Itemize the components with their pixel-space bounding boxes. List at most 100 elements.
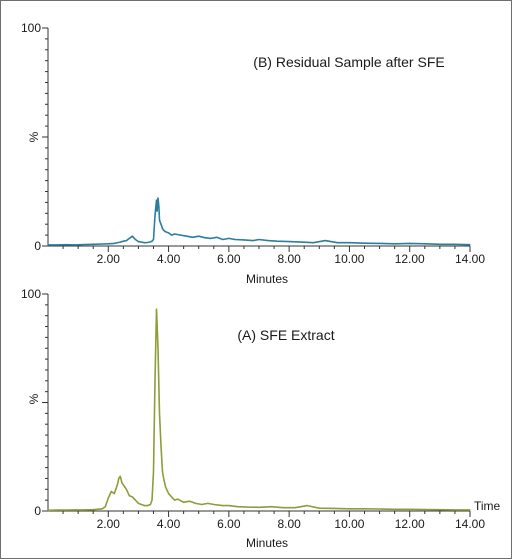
chart0-series-0-point [216, 236, 218, 238]
chart0-series-0-point [74, 244, 76, 246]
chart1-series-0-point [118, 477, 120, 479]
chart1-series-0-point [121, 482, 123, 484]
chart0-series-0-point [348, 242, 350, 244]
chart1-series-0-point [104, 506, 106, 508]
chart1-time-axis-title: Time [474, 499, 501, 513]
chart1-series-0-point [201, 503, 203, 506]
chart0-series-0-point [312, 242, 314, 244]
chart0-series-0-point [83, 243, 85, 246]
chart1-series-0-point [318, 507, 320, 509]
chart1-series-0-point [158, 412, 161, 414]
chart0-x-tick-label: 8.00 [277, 252, 301, 266]
chart1-series-0-point [258, 506, 260, 508]
chart1-series-0-point [189, 500, 191, 502]
chart0-series-0-point [65, 244, 67, 246]
chart1-series-0-point [246, 506, 248, 508]
chart1-series-0-point [348, 508, 350, 510]
chart0-y-tick-label: 0 [34, 239, 41, 253]
chart0-series-0-point [252, 240, 254, 242]
chart0-series-0-point [163, 230, 165, 232]
chart1-series-0-point [155, 308, 158, 310]
chart0-y-tick-label: 100 [21, 21, 41, 35]
chart0-series-0-point [192, 236, 194, 238]
chart1-series-0-trace [47, 308, 470, 512]
chart0-series-0-point [101, 243, 103, 245]
chart0-series-0-point [152, 238, 155, 241]
chart0-series-0-point [119, 241, 121, 243]
chart1-series-0-point [119, 475, 121, 477]
chart1-x-tick-label: 14.00 [455, 517, 485, 531]
chart1-series-0-point [115, 488, 117, 490]
chart1-series-0-point [294, 507, 296, 509]
chart0-series-0-point [161, 228, 164, 230]
chart1-series-0-point [131, 496, 133, 498]
chart0-series-0-point [156, 210, 158, 212]
chart1-series-0-point [306, 505, 308, 507]
chart0-series-0-point [454, 243, 456, 245]
chart1-series-0-point [177, 498, 179, 500]
chart1-series-0-point [74, 509, 76, 511]
chart0-series-0-point [134, 238, 136, 241]
chart0-series-0-point [47, 244, 49, 246]
chart0-series-0-point [158, 206, 160, 208]
chart1-series-0-point [174, 499, 176, 501]
chart0-x-tick-label: 10.00 [334, 252, 364, 266]
chart1-series-0-point [137, 502, 139, 504]
chart1-series-0-point [363, 508, 366, 510]
panel-residual-sample: 0 100 2.00 4.00 6.00 8.00 10.00 12.00 14.00 Minut… [21, 21, 485, 286]
chart0-series-0-point [243, 239, 245, 241]
chart0-series-0-point [140, 241, 142, 243]
chart0-series-0-point [186, 235, 188, 237]
chart1-series-0-point [116, 484, 118, 486]
chart0-series-0-point [157, 197, 159, 199]
chart0-series-0-point [160, 223, 162, 225]
chart1-x-axis-title: Minutes [246, 536, 288, 550]
chart0-series-0-point [180, 234, 182, 236]
chart0-series-0-point [159, 221, 161, 223]
chart1-series-0-point [143, 505, 146, 507]
chart0-series-0-point [107, 243, 109, 245]
panel-sfe-extract: 0 100 2.00 4.00 6.00 8.00 10.00 12.00 14.00 Minut… [21, 287, 501, 550]
chart0-series-0-point [155, 199, 158, 201]
chart0-series-0-point [151, 240, 153, 242]
chart1-series-0-point [128, 495, 130, 497]
chart1-series-0-point [333, 507, 335, 509]
chart0-series-0-point [204, 237, 206, 239]
chart1-series-0-point [469, 509, 471, 511]
chart0-x-tick-label: 12.00 [395, 252, 425, 266]
chart0-series-0-point [174, 233, 176, 235]
chart1-series-0-point [154, 380, 156, 382]
chart1-series-0-point [83, 509, 85, 511]
chart1-series-0-point [125, 488, 127, 490]
chart0-series-0-trace [48, 197, 471, 246]
chart1-series-0-point [161, 471, 164, 473]
chart0-series-0-point [165, 231, 167, 233]
chart1-series-0-point [222, 505, 224, 507]
chart1-series-0-point [149, 503, 152, 506]
chart0-x-tick-label: 6.00 [217, 252, 241, 266]
chart1-series-0-point [107, 497, 109, 499]
chart1-series-0-point [454, 509, 456, 511]
chart1-series-0-point [168, 493, 170, 495]
chart0-series-0-point [137, 241, 139, 243]
chart0-x-tick-label: 2.00 [97, 252, 121, 266]
chart0-series-0-point [128, 237, 130, 239]
chart0-series-0-point [228, 237, 230, 239]
chart0-series-0-point [92, 243, 94, 245]
chart0-series-0-point [56, 244, 58, 246]
chart1-x-tick-label: 12.00 [395, 517, 425, 531]
chart1-series-0-point [439, 509, 441, 511]
chart0-series-0-point [125, 240, 127, 242]
chart0-series-0-point [258, 238, 260, 241]
chart0-series-0-point [288, 241, 290, 243]
chart1-x-tick-label: 8.00 [277, 517, 301, 531]
chart0-series-0-point [154, 214, 156, 217]
chart0-series-0-point [113, 242, 115, 244]
chart1-series-0-point [152, 471, 155, 473]
chart0-series-0-point [171, 234, 173, 236]
chart1-series-0-point [409, 508, 411, 510]
chart1-series-0-point [165, 486, 167, 488]
chart0-series-0-point [198, 235, 200, 237]
